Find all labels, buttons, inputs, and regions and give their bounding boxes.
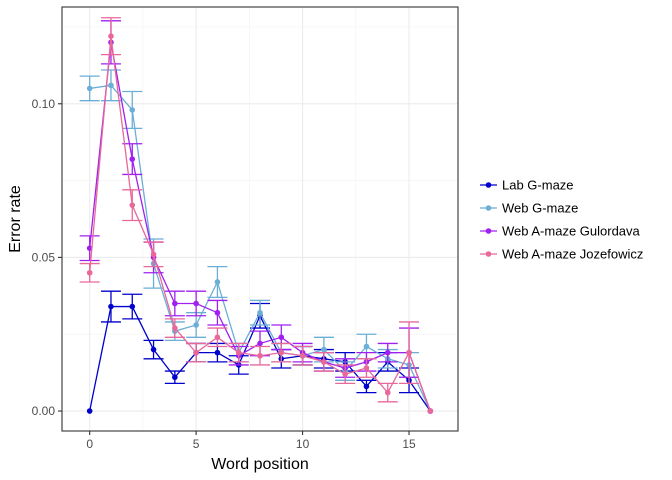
- data-point: [193, 322, 199, 328]
- legend-item: Web G-maze: [480, 201, 578, 216]
- data-point: [108, 33, 114, 39]
- data-point: [427, 408, 434, 414]
- legend-label: Lab G-maze: [502, 178, 574, 193]
- legend-item: Web A-maze Gulordava: [480, 224, 641, 239]
- legend-label: Web G-maze: [502, 201, 578, 216]
- data-point: [384, 389, 391, 396]
- data-point: [257, 309, 263, 316]
- data-point: [150, 346, 157, 353]
- data-point: [321, 346, 327, 353]
- legend-key-point: [485, 251, 492, 257]
- data-point: [129, 156, 136, 162]
- data-point: [86, 408, 93, 414]
- plot-border: [61, 6, 459, 432]
- data-point: [86, 245, 93, 251]
- plot-panel: [62, 7, 458, 431]
- x-tick-label: 10: [296, 437, 310, 451]
- data-point: [193, 349, 199, 356]
- data-point: [321, 359, 327, 365]
- data-point: [278, 334, 285, 341]
- data-point: [129, 202, 136, 208]
- data-point: [86, 85, 93, 92]
- data-point: [86, 269, 93, 276]
- x-tick-label: 15: [402, 437, 416, 451]
- y-axis-ticks: 0.00 0.05 0.10: [32, 97, 62, 418]
- legend-item: Web A-maze Jozefowicz: [480, 247, 643, 262]
- legend-key-point: [485, 205, 492, 211]
- data-point: [214, 309, 221, 316]
- data-point: [406, 349, 412, 356]
- data-point: [257, 340, 263, 347]
- legend: Lab G-maze Web G-maze Web A-maze Gulordava…: [480, 178, 643, 262]
- data-point: [129, 303, 136, 310]
- x-tick-label: 5: [193, 437, 200, 451]
- data-point: [363, 383, 370, 390]
- y-axis-label: Error rate: [7, 185, 24, 253]
- data-point: [299, 352, 306, 359]
- legend-key-point: [485, 228, 492, 234]
- data-point: [384, 349, 391, 356]
- data-point: [257, 352, 263, 359]
- data-point: [108, 303, 114, 310]
- series-layer: [79, 17, 434, 414]
- y-tick-label: 0.00: [32, 404, 56, 418]
- legend-key-point: [485, 182, 492, 188]
- data-point: [214, 334, 221, 341]
- y-tick-label: 0.05: [32, 250, 56, 264]
- legend-label: Web A-maze Jozefowicz: [502, 247, 643, 262]
- data-point: [150, 251, 157, 258]
- data-point: [172, 300, 178, 307]
- data-point: [278, 349, 285, 356]
- series-web-a-maze-jozefowicz: [79, 17, 434, 414]
- data-point: [363, 343, 370, 350]
- data-point: [214, 349, 221, 356]
- legend-item: Lab G-maze: [480, 178, 574, 193]
- x-axis-ticks: 0 5 10 15: [86, 431, 416, 451]
- data-point: [193, 300, 199, 307]
- data-point: [214, 279, 221, 285]
- data-point: [342, 371, 348, 377]
- data-point: [172, 374, 178, 381]
- legend-label: Web A-maze Gulordava: [502, 224, 641, 239]
- data-point: [172, 325, 178, 331]
- data-point: [235, 349, 242, 356]
- x-axis-label: Word position: [211, 456, 309, 473]
- data-point: [129, 107, 136, 113]
- y-tick-label: 0.10: [32, 97, 56, 111]
- data-point: [108, 82, 114, 89]
- data-point: [363, 365, 370, 371]
- x-tick-label: 0: [86, 437, 93, 451]
